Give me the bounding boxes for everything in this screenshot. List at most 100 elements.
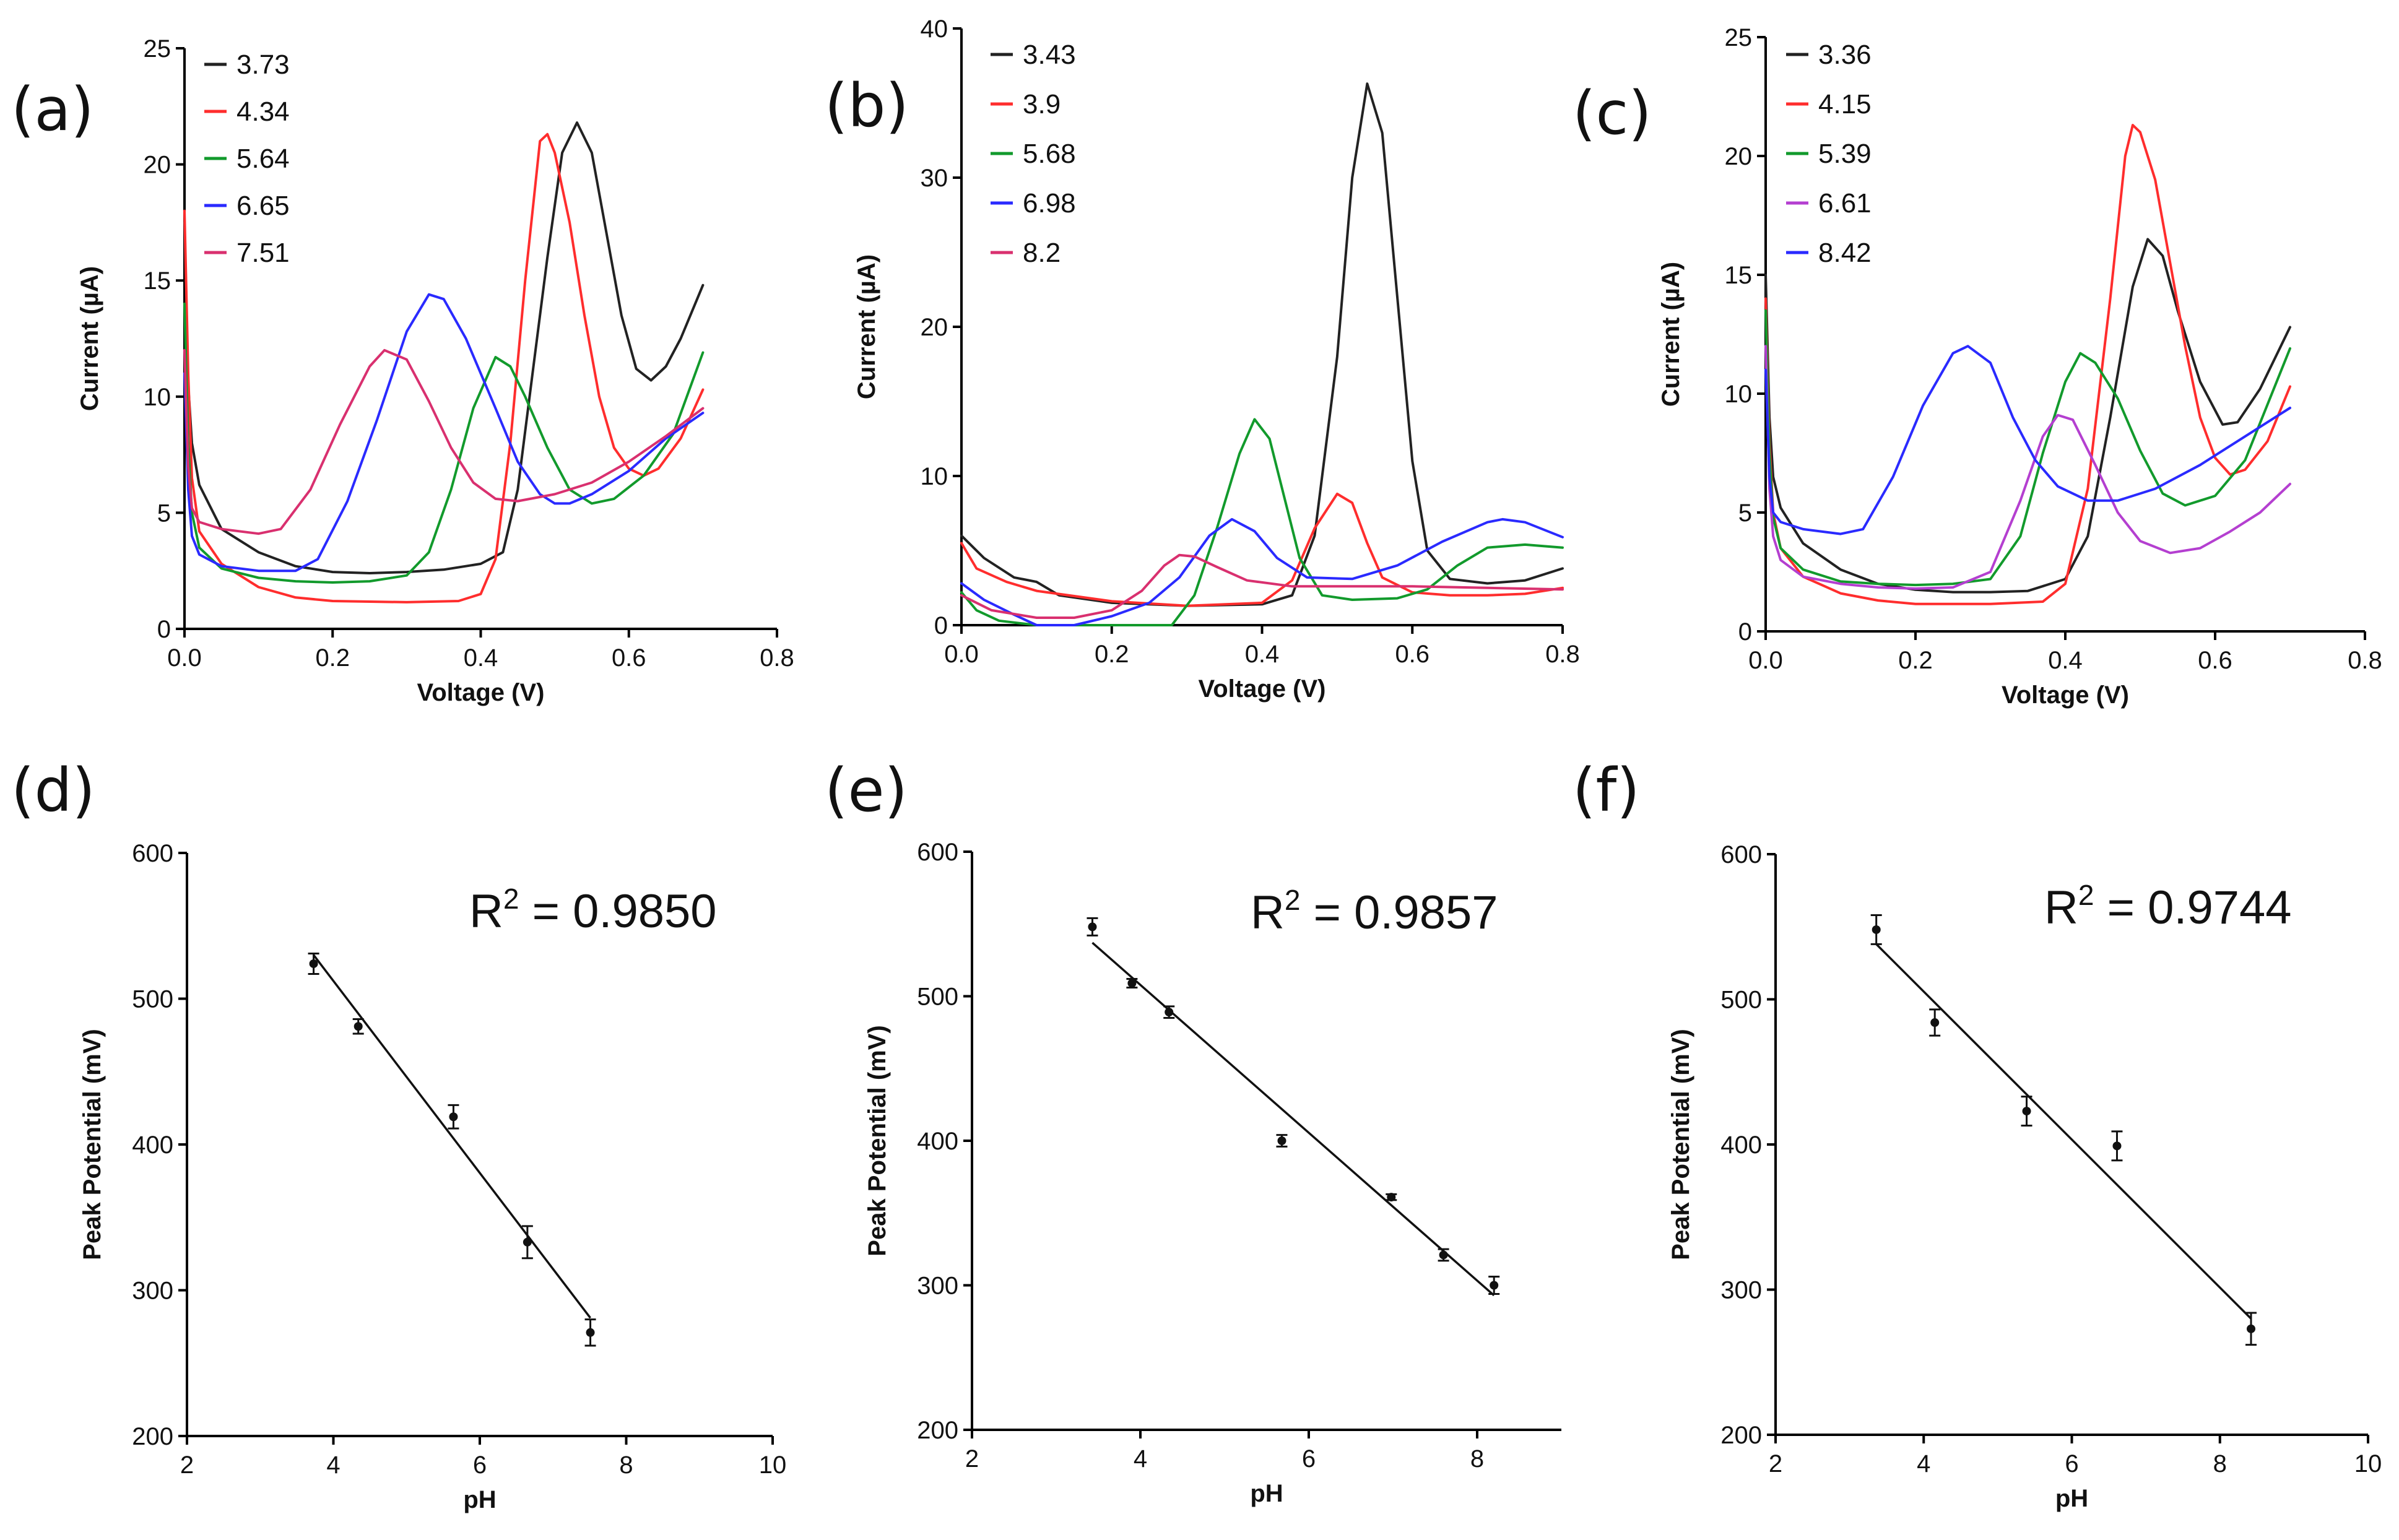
panel-a: (a) 0.0 0.2 0.4 0.6 0.8 0 5 10 15 20 25 Voltage (V) C…	[11, 35, 794, 706]
data-point	[523, 1237, 532, 1247]
r-squared-prefix: R	[1251, 886, 1285, 939]
x-tick-label: 2	[180, 1451, 194, 1479]
x-axis-title: pH	[1250, 1480, 1283, 1507]
y-tick-label: 0	[1738, 618, 1752, 646]
x-tick-label: 0.6	[2198, 647, 2232, 674]
x-tick-label: 0.8	[2348, 647, 2382, 674]
legend-label: 6.98	[1023, 188, 1076, 218]
series-line-8.2	[960, 553, 1564, 619]
series-line-5.39	[1764, 309, 2291, 587]
y-axis-title: Peak Potential (mV)	[864, 1025, 891, 1256]
legend-label: 6.61	[1818, 188, 1872, 218]
panel-label: (b)	[825, 71, 909, 141]
series-line-6.98	[960, 517, 1564, 626]
legend-label: 3.36	[1818, 40, 1872, 70]
x-tick-label: 0.8	[1545, 641, 1580, 668]
y-tick-label: 5	[1738, 500, 1752, 527]
panel-label: (c)	[1573, 79, 1652, 148]
y-tick-label: 10	[144, 384, 171, 411]
y-axis-title: Current (µA)	[1657, 262, 1685, 407]
legend-label: 5.39	[1818, 139, 1872, 169]
r-squared-label: R2 = 0.9850	[469, 883, 717, 938]
panel-f: (f) 2 4 6 8 10 200 300 400 500 600 pH Peak Potential…	[1573, 756, 2382, 1512]
x-axis-title: pH	[463, 1486, 496, 1513]
y-tick-label: 25	[1725, 24, 1753, 51]
legend-label: 3.43	[1023, 40, 1076, 70]
x-tick-label: 6	[2065, 1450, 2078, 1477]
x-tick-label: 4	[1134, 1445, 1147, 1473]
y-tick-label: 500	[917, 984, 958, 1011]
x-tick-label: 0.4	[2048, 647, 2083, 674]
x-axis-title: Voltage (V)	[417, 679, 545, 706]
y-tick-label: 300	[917, 1273, 958, 1300]
legend-label: 3.9	[1023, 89, 1061, 119]
x-tick-label: 6	[1302, 1445, 1316, 1473]
data-point	[354, 1022, 363, 1031]
y-tick-label: 20	[921, 314, 948, 341]
r-squared-value: = 0.9744	[2094, 881, 2291, 934]
series-line-6.65	[183, 293, 705, 573]
x-tick-label: 0.0	[1748, 647, 1783, 674]
panel-label: (e)	[825, 756, 908, 825]
r-squared-prefix: R	[2044, 881, 2078, 934]
y-tick-label: 5	[157, 500, 171, 527]
data-point	[2112, 1141, 2122, 1151]
y-tick-label: 400	[132, 1131, 173, 1159]
x-tick-label: 8	[1470, 1445, 1484, 1473]
y-tick-label: 40	[921, 15, 948, 43]
x-axis-title: Voltage (V)	[1199, 675, 1326, 703]
data-point	[1387, 1193, 1396, 1202]
legend-label: 3.73	[236, 50, 290, 80]
x-tick-label: 0.2	[1898, 647, 1933, 674]
series-line-3.43	[960, 82, 1564, 607]
series-line-7.51	[183, 348, 705, 535]
legend-label: 8.2	[1023, 238, 1061, 268]
y-tick-label: 600	[1720, 841, 1762, 868]
regression-line	[1875, 943, 2252, 1320]
y-tick-label: 400	[1720, 1131, 1762, 1159]
y-axis-title: Current (µA)	[76, 266, 103, 411]
y-tick-label: 500	[1720, 987, 1762, 1014]
y-axis-title: Current (µA)	[853, 254, 880, 399]
data-point	[1872, 925, 1881, 934]
x-tick-label: 0.6	[1395, 641, 1429, 668]
x-axis-title: pH	[2055, 1485, 2088, 1512]
series-line-3.9	[960, 492, 1564, 607]
x-tick-label: 0.4	[464, 644, 498, 672]
data-point	[309, 959, 318, 968]
legend-label: 5.64	[236, 144, 290, 174]
panel-label: (d)	[11, 756, 95, 825]
r-squared-exponent: 2	[2078, 879, 2094, 911]
y-tick-label: 300	[1720, 1277, 1762, 1304]
regression-line	[1091, 941, 1495, 1297]
x-tick-label: 4	[326, 1451, 340, 1479]
y-tick-label: 200	[1720, 1422, 1762, 1449]
y-tick-label: 20	[1725, 143, 1753, 170]
y-tick-label: 15	[1725, 262, 1753, 289]
data-point	[1127, 979, 1137, 988]
x-tick-label: 6	[473, 1451, 487, 1479]
x-tick-label: 0.0	[167, 644, 202, 672]
panel-label: (a)	[11, 75, 94, 144]
series-line-8.42	[1764, 345, 2291, 535]
r-squared-label: R2 = 0.9744	[2044, 879, 2292, 934]
y-tick-label: 30	[921, 165, 948, 192]
r-squared-exponent: 2	[1285, 884, 1301, 916]
data-point	[1439, 1250, 1448, 1260]
y-tick-label: 200	[917, 1417, 958, 1444]
legend-label: 4.34	[236, 97, 290, 127]
series-line-6.61	[1764, 345, 2291, 590]
y-tick-label: 0	[934, 612, 948, 639]
data-point	[586, 1328, 595, 1337]
x-tick-label: 0.0	[944, 641, 979, 668]
y-tick-label: 25	[144, 35, 171, 63]
y-tick-label: 400	[917, 1128, 958, 1155]
regression-line	[313, 954, 591, 1319]
data-point	[1490, 1281, 1499, 1290]
data-point	[1088, 922, 1097, 932]
data-point	[1277, 1136, 1286, 1145]
legend-label: 5.68	[1023, 139, 1076, 169]
y-tick-label: 10	[1725, 381, 1753, 408]
x-axis-title: Voltage (V)	[2002, 681, 2129, 709]
